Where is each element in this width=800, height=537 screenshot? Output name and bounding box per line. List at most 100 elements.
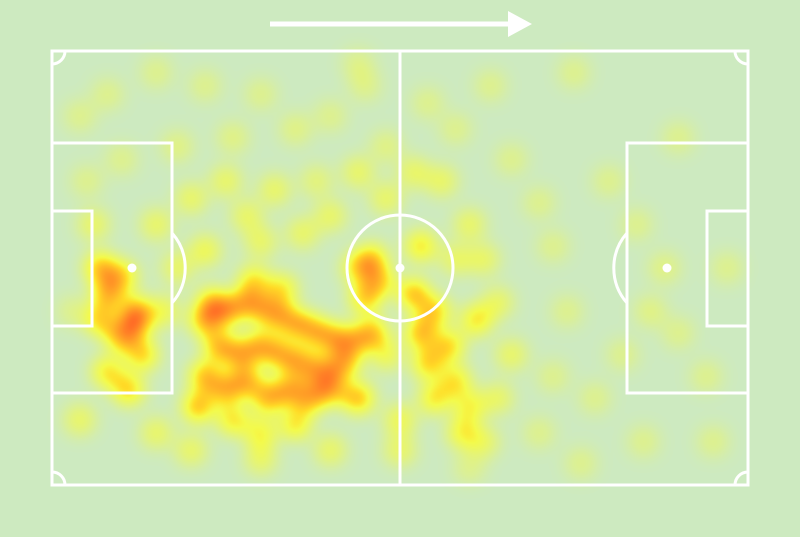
heat-point <box>127 339 158 370</box>
heat-point <box>405 231 436 262</box>
heat-point <box>524 187 555 218</box>
heat-point <box>190 70 221 101</box>
heat-point <box>593 166 624 197</box>
corner-arc-top-right <box>733 50 749 66</box>
heat-point <box>183 391 214 422</box>
heat-point <box>538 231 569 262</box>
heat-point <box>106 144 137 175</box>
heat-point <box>412 348 443 379</box>
heat-point <box>552 296 583 327</box>
heat-point <box>440 365 471 396</box>
heat-point <box>635 296 666 327</box>
heat-point <box>371 339 402 370</box>
heat-point <box>433 331 464 362</box>
heat-point <box>607 339 638 370</box>
heat-point <box>245 443 276 474</box>
heat-point <box>217 122 248 153</box>
heat-point <box>524 417 555 448</box>
heat-point <box>371 131 402 162</box>
heat-point <box>329 348 360 379</box>
heat-point <box>468 244 499 275</box>
left-penalty-arc <box>170 232 187 304</box>
corner-arc-bottom-right <box>733 470 749 486</box>
heat-point <box>280 409 311 440</box>
right-penalty-arc <box>612 232 629 304</box>
heat-point <box>405 318 436 349</box>
heat-point <box>461 305 492 336</box>
heat-point <box>245 226 276 257</box>
heat-point <box>538 361 569 392</box>
heat-point <box>698 426 729 457</box>
left-penalty-spot <box>127 263 137 273</box>
heat-point <box>440 244 471 275</box>
heat-point <box>266 274 297 305</box>
heat-point <box>565 448 596 479</box>
heat-point <box>663 122 694 153</box>
heat-point <box>454 452 485 483</box>
heat-point <box>315 101 346 132</box>
heat-point <box>419 383 450 414</box>
left-six-yard-box <box>50 209 94 328</box>
heat-point <box>141 417 172 448</box>
heat-point <box>468 426 499 457</box>
right-six-yard-box <box>705 209 750 328</box>
heat-point <box>197 287 228 318</box>
heat-point <box>496 339 527 370</box>
heat-point <box>343 49 374 80</box>
heat-point <box>628 426 659 457</box>
heat-point <box>496 144 527 175</box>
heat-point <box>92 279 123 310</box>
attack-direction-arrow-icon <box>270 11 532 37</box>
heat-point <box>419 296 450 327</box>
center-circle <box>345 213 455 323</box>
heat-point <box>454 209 485 240</box>
heat-point <box>301 166 332 197</box>
heat-point <box>120 309 151 340</box>
heat-point <box>92 357 123 388</box>
heat-point <box>398 279 429 310</box>
center-spot <box>395 263 405 273</box>
heat-point <box>217 404 248 435</box>
heat-point <box>141 57 172 88</box>
heat-point <box>426 166 457 197</box>
heat-point <box>287 218 318 249</box>
heat-point <box>621 209 652 240</box>
heat-point <box>357 318 388 349</box>
heat-point <box>482 383 513 414</box>
heat-point <box>245 79 276 110</box>
right-penalty-spot <box>662 263 672 273</box>
heat-point <box>475 70 506 101</box>
heat-point <box>57 296 88 327</box>
heat-point <box>141 209 172 240</box>
pitch-lines <box>50 49 750 487</box>
heat-point <box>315 374 346 405</box>
heat-point <box>371 183 402 214</box>
heat-point <box>412 88 443 119</box>
heat-point <box>440 114 471 145</box>
heat-point <box>559 57 589 88</box>
heat-point <box>211 166 241 197</box>
heat-point <box>454 391 485 422</box>
heat-point <box>691 361 722 392</box>
heat-point <box>162 131 193 162</box>
heat-point <box>579 383 610 414</box>
heat-point <box>231 200 262 231</box>
heat-point <box>343 253 374 283</box>
heat-point <box>482 287 513 318</box>
corner-arc-bottom-left <box>51 470 67 486</box>
heat-point <box>71 166 102 197</box>
heat-point <box>64 101 95 132</box>
heat-point <box>663 318 694 349</box>
heat-point <box>315 435 346 466</box>
heat-point <box>176 435 207 466</box>
heat-point <box>315 200 346 231</box>
heat-point <box>280 114 311 145</box>
heat-point <box>176 183 207 214</box>
heat-point <box>343 383 374 414</box>
heat-point <box>92 79 123 110</box>
heat-point <box>78 209 109 240</box>
heat-point <box>231 365 262 396</box>
heat-point <box>259 174 290 205</box>
heat-point <box>398 157 429 188</box>
